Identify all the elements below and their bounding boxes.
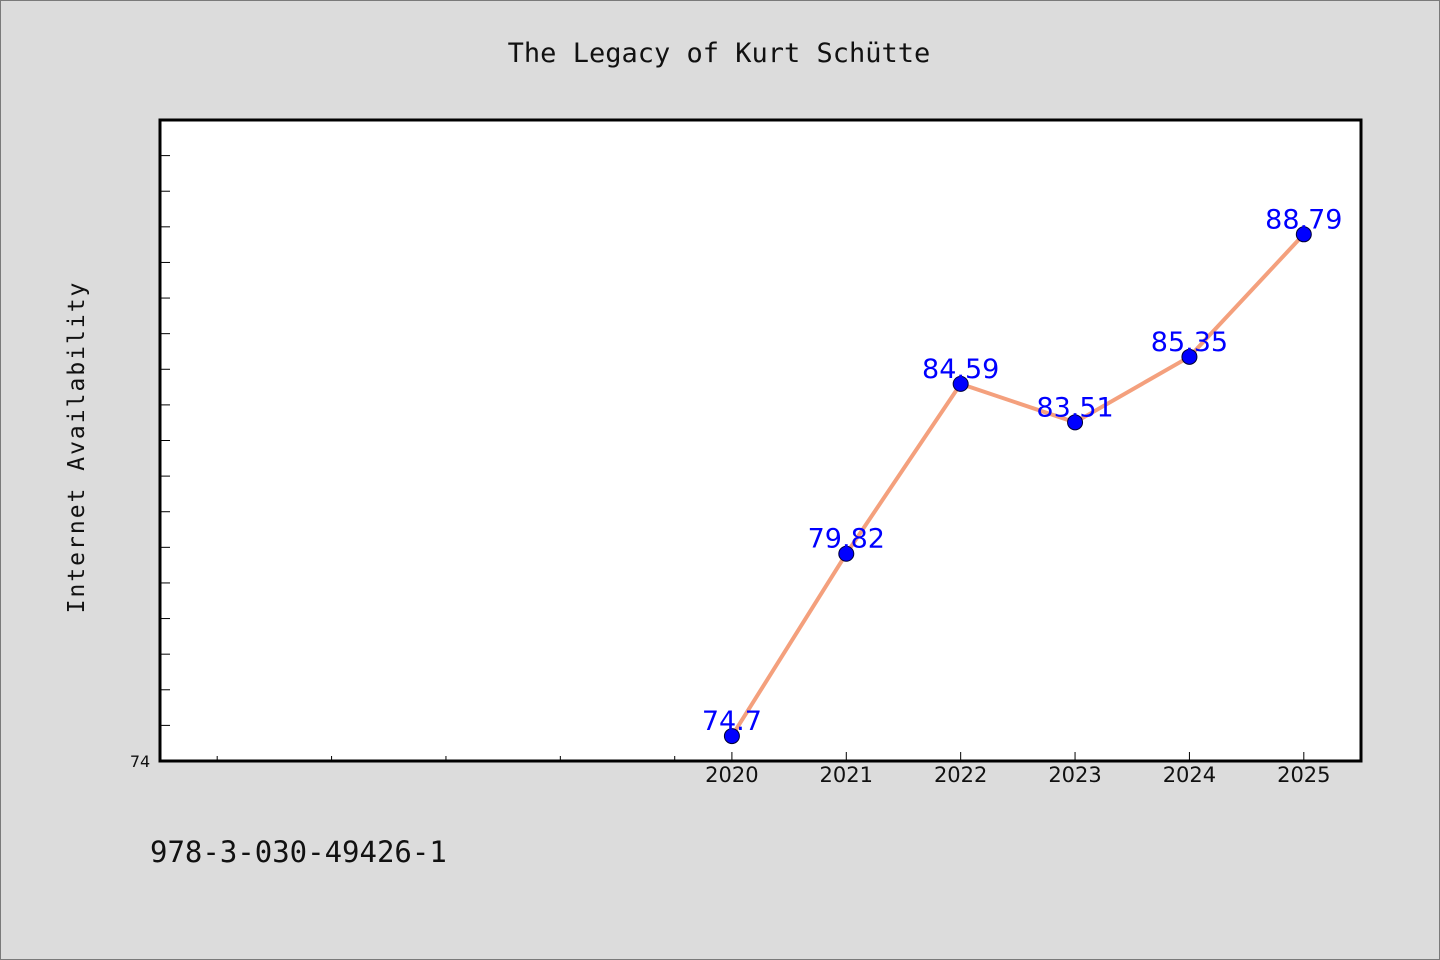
data-point-label: 74.7 (702, 706, 762, 737)
data-point-marker (723, 728, 740, 745)
data-point-label: 79.82 (808, 524, 885, 555)
x-tick-label: 2023 (1048, 763, 1101, 787)
chart-title: The Legacy of Kurt Schütte (508, 38, 931, 69)
data-point-marker (1067, 414, 1084, 431)
x-axis-ticks: 2020 2021 2022 2023 2024 2025 (216, 752, 1331, 787)
series-line-group: 74.7 79.82 84.59 83.51 85.35 88.79 (702, 204, 1342, 745)
x-tick-label: 2022 (934, 763, 987, 787)
y-tick-label-min: 74 (130, 752, 150, 771)
data-point-label: 88.79 (1265, 204, 1342, 235)
data-point-marker (952, 375, 969, 392)
isbn-footer: 978-3-030-49426-1 (150, 835, 447, 869)
plot-area (160, 120, 1361, 761)
y-axis-ticks (160, 155, 170, 726)
x-tick-label: 2021 (820, 763, 873, 787)
plot-frame (158, 118, 1363, 763)
data-point-marker (838, 545, 855, 562)
x-tick-label: 2020 (705, 763, 758, 787)
data-point-label: 83.51 (1036, 392, 1113, 423)
series-line (730, 232, 1306, 738)
data-point-label: 84.59 (922, 354, 999, 385)
data-point-marker (1295, 226, 1312, 243)
y-axis-label: Internet Availability (64, 281, 90, 614)
x-tick-label: 2024 (1163, 763, 1216, 787)
data-point-label: 85.35 (1151, 327, 1228, 358)
x-tick-label: 2025 (1277, 763, 1330, 787)
data-point-marker (1181, 348, 1198, 365)
